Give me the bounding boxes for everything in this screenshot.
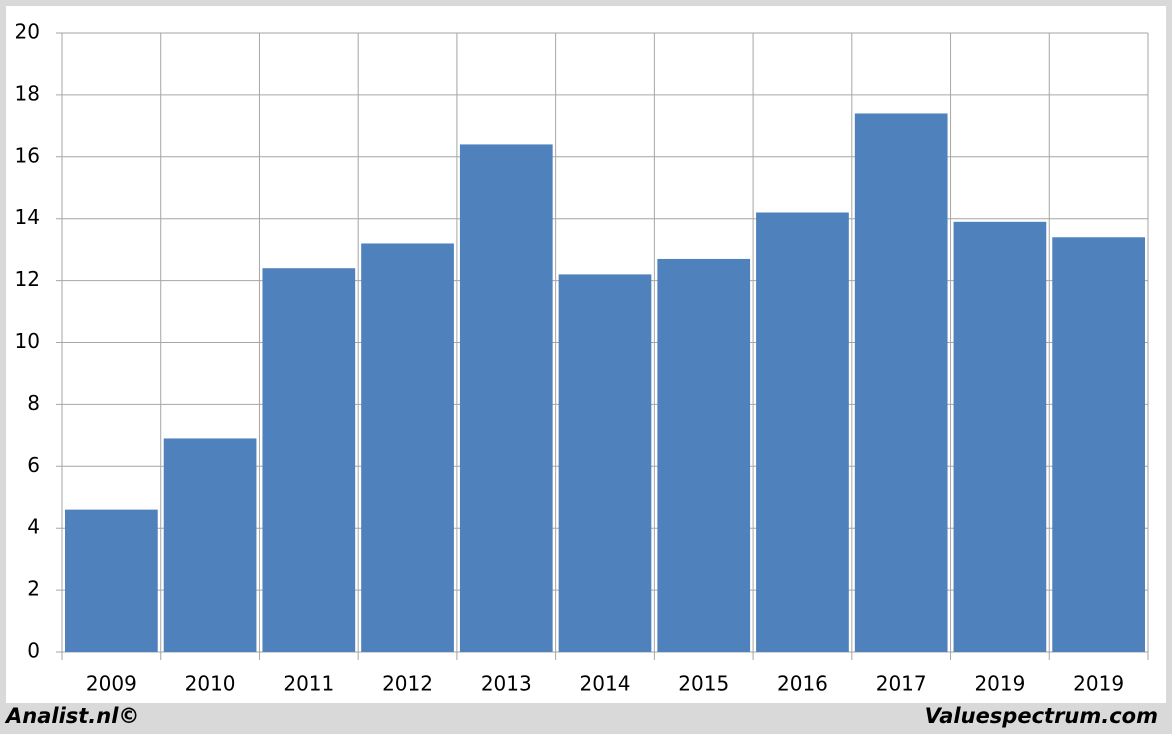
x-tick-label: 2011 [283,672,334,696]
bar [558,274,652,652]
y-tick-label: 6 [27,453,40,477]
x-tick-label: 2019 [1073,672,1124,696]
y-tick-label: 12 [15,267,40,291]
x-tick-label: 2010 [185,672,236,696]
bar [361,243,454,652]
bar [854,113,948,653]
bar [262,268,356,652]
bar [953,221,1047,653]
y-tick-label: 14 [15,205,40,229]
x-tick-label: 2019 [974,672,1025,696]
y-tick-label: 10 [15,329,40,353]
y-tick-label: 16 [15,143,40,167]
y-tick-label: 18 [15,81,40,105]
source-left: Analist.nl© [4,704,139,728]
x-tick-label: 2016 [777,672,828,696]
x-tick-label: 2015 [678,672,729,696]
source-right: Valuespectrum.com [925,704,1158,728]
x-tick-label: 2012 [382,672,433,696]
bar [1052,237,1145,652]
y-tick-label: 0 [27,639,40,663]
bar [756,212,849,652]
bar [163,438,257,652]
y-tick-label: 8 [27,391,40,415]
x-tick-label: 2009 [86,672,137,696]
bar [657,258,751,652]
bar [459,144,553,653]
x-tick-label: 2017 [876,672,927,696]
bar [65,509,158,652]
x-tick-label: 2014 [580,672,631,696]
y-tick-label: 2 [27,577,40,601]
y-tick-label: 4 [27,515,40,539]
x-tick-label: 2013 [481,672,532,696]
y-tick-label: 20 [15,20,40,44]
